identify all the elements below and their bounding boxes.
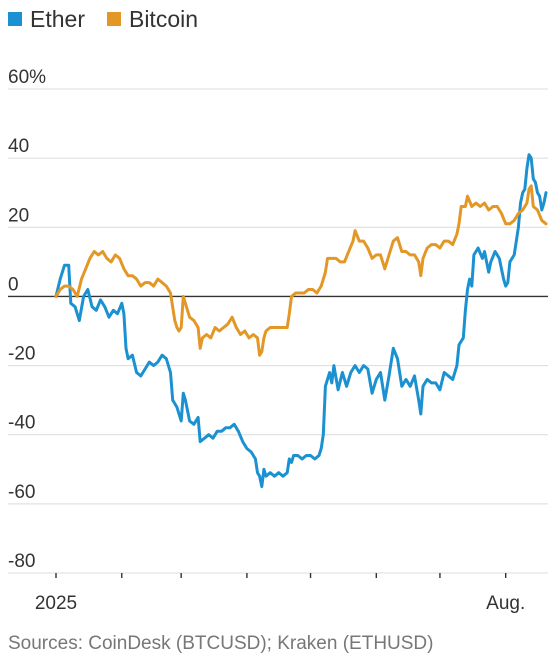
y-tick-label: 20 [8, 205, 29, 226]
legend: Ether Bitcoin [8, 4, 220, 34]
source-note: Sources: CoinDesk (BTCUSD); Kraken (ETHU… [8, 633, 434, 654]
y-tick-label: -40 [8, 413, 35, 434]
series-line-ether [54, 153, 548, 489]
legend-swatch-ether [8, 12, 22, 26]
gridlines [8, 88, 548, 574]
y-axis-labels: 60% 40 20 0 -20 -40 -60 -80 [8, 67, 46, 572]
y-tick-label: -80 [8, 551, 35, 572]
series-line-bitcoin [54, 184, 548, 357]
legend-item-ether: Ether [8, 6, 85, 33]
x-tick-label: 2025 [35, 593, 77, 614]
y-tick-label: 60% [8, 67, 46, 88]
series-lines [54, 153, 548, 489]
x-tick-label: Aug. [486, 593, 525, 614]
legend-label-ether: Ether [30, 5, 85, 32]
legend-item-bitcoin: Bitcoin [106, 5, 199, 33]
y-tick-label: -20 [8, 344, 35, 365]
legend-label-bitcoin: Bitcoin [128, 5, 199, 32]
y-tick-label: -60 [8, 482, 35, 503]
y-tick-label: 40 [8, 136, 29, 157]
x-axis: 2025 Aug. [35, 573, 525, 614]
legend-swatch-bitcoin [106, 12, 121, 26]
y-tick-label: 0 [8, 274, 19, 295]
